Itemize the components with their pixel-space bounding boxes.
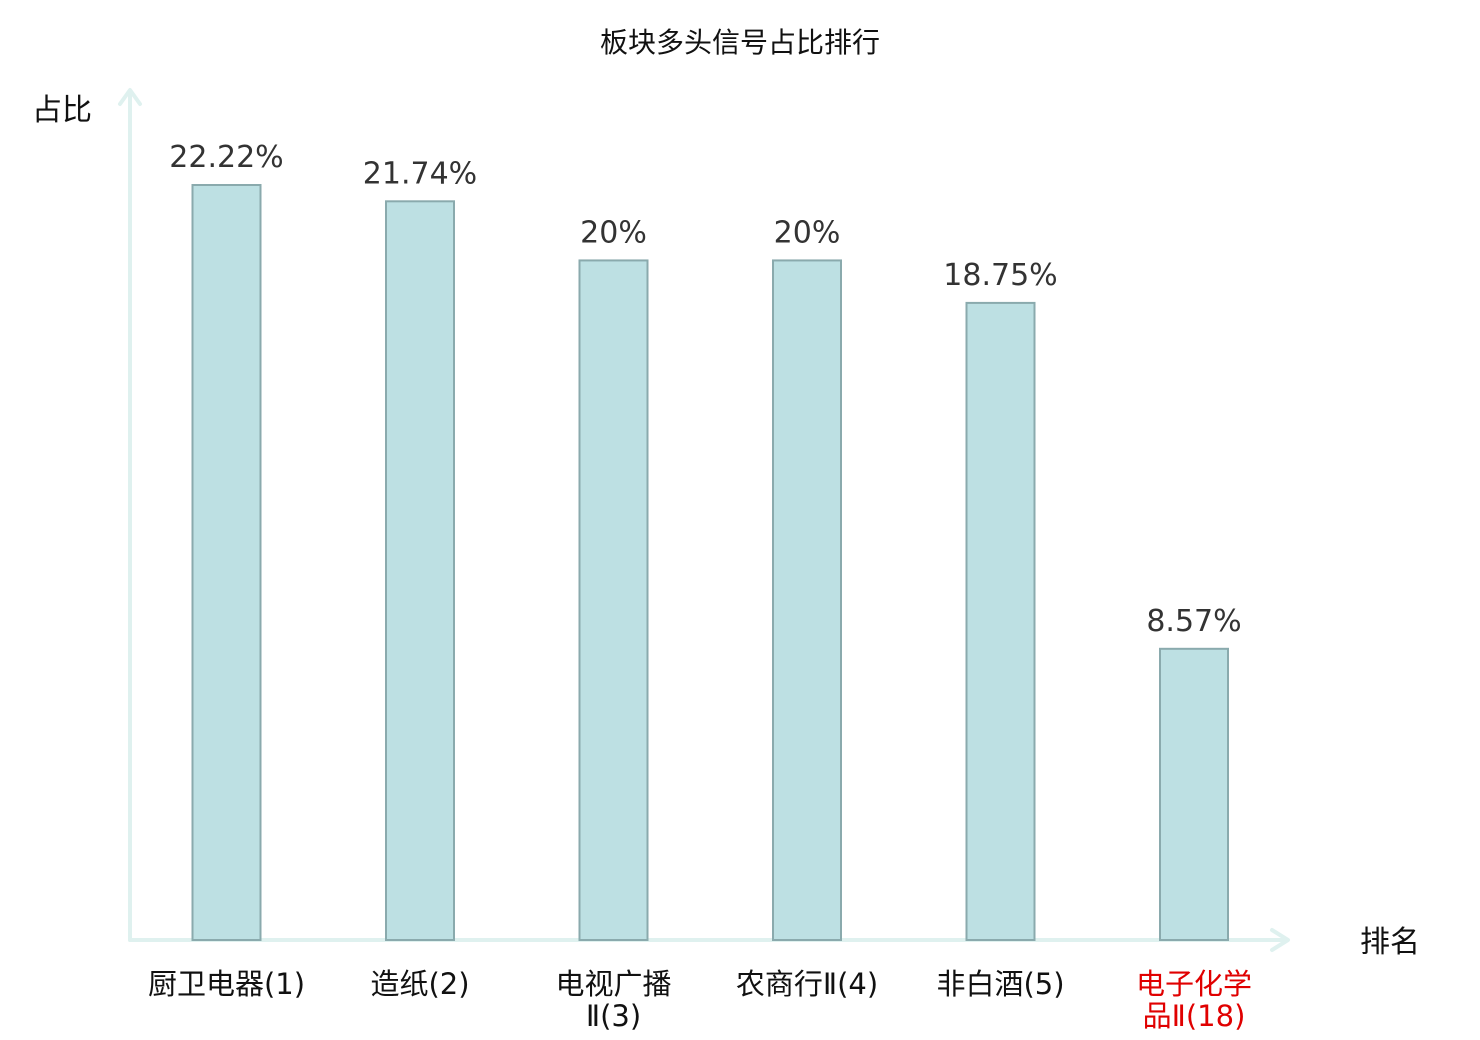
value-label-3: 20% — [774, 215, 841, 250]
bars-group — [191, 184, 1229, 941]
category-label-5-line-1: 品Ⅱ(18) — [1143, 999, 1246, 1033]
bar-3 — [772, 259, 842, 941]
category-label-2-line-0: 电视广播 — [555, 967, 671, 1001]
category-label-4: 非白酒(5) — [936, 967, 1064, 1001]
bar-2 — [578, 259, 649, 941]
category-label-3: 农商行Ⅱ(4) — [736, 967, 878, 1001]
category-label-1: 造纸(2) — [370, 967, 469, 1001]
value-label-0: 22.22% — [169, 140, 283, 175]
value-labels-group: 22.22% 21.74% 20% 20% 18.75% 8.57% — [169, 140, 1241, 639]
x-axis-arrow — [1270, 928, 1290, 952]
y-axis-label: 占比 — [32, 93, 92, 128]
bar-1 — [385, 200, 455, 941]
x-axis-label: 排名 — [1360, 925, 1420, 960]
category-label-0: 厨卫电器(1) — [148, 967, 305, 1001]
bar-0 — [191, 184, 262, 941]
value-label-1: 21.74% — [363, 156, 477, 191]
bar-4 — [965, 301, 1036, 941]
category-label-2-line-1: Ⅱ(3) — [586, 999, 641, 1033]
bar-5 — [1159, 647, 1229, 941]
value-label-2: 20% — [580, 215, 647, 250]
value-label-4: 18.75% — [943, 258, 1057, 293]
category-label-5-line-0: 电子化学 — [1136, 967, 1252, 1001]
chart-title: 板块多头信号占比排行 — [600, 26, 880, 59]
value-label-5: 8.57% — [1146, 604, 1241, 639]
